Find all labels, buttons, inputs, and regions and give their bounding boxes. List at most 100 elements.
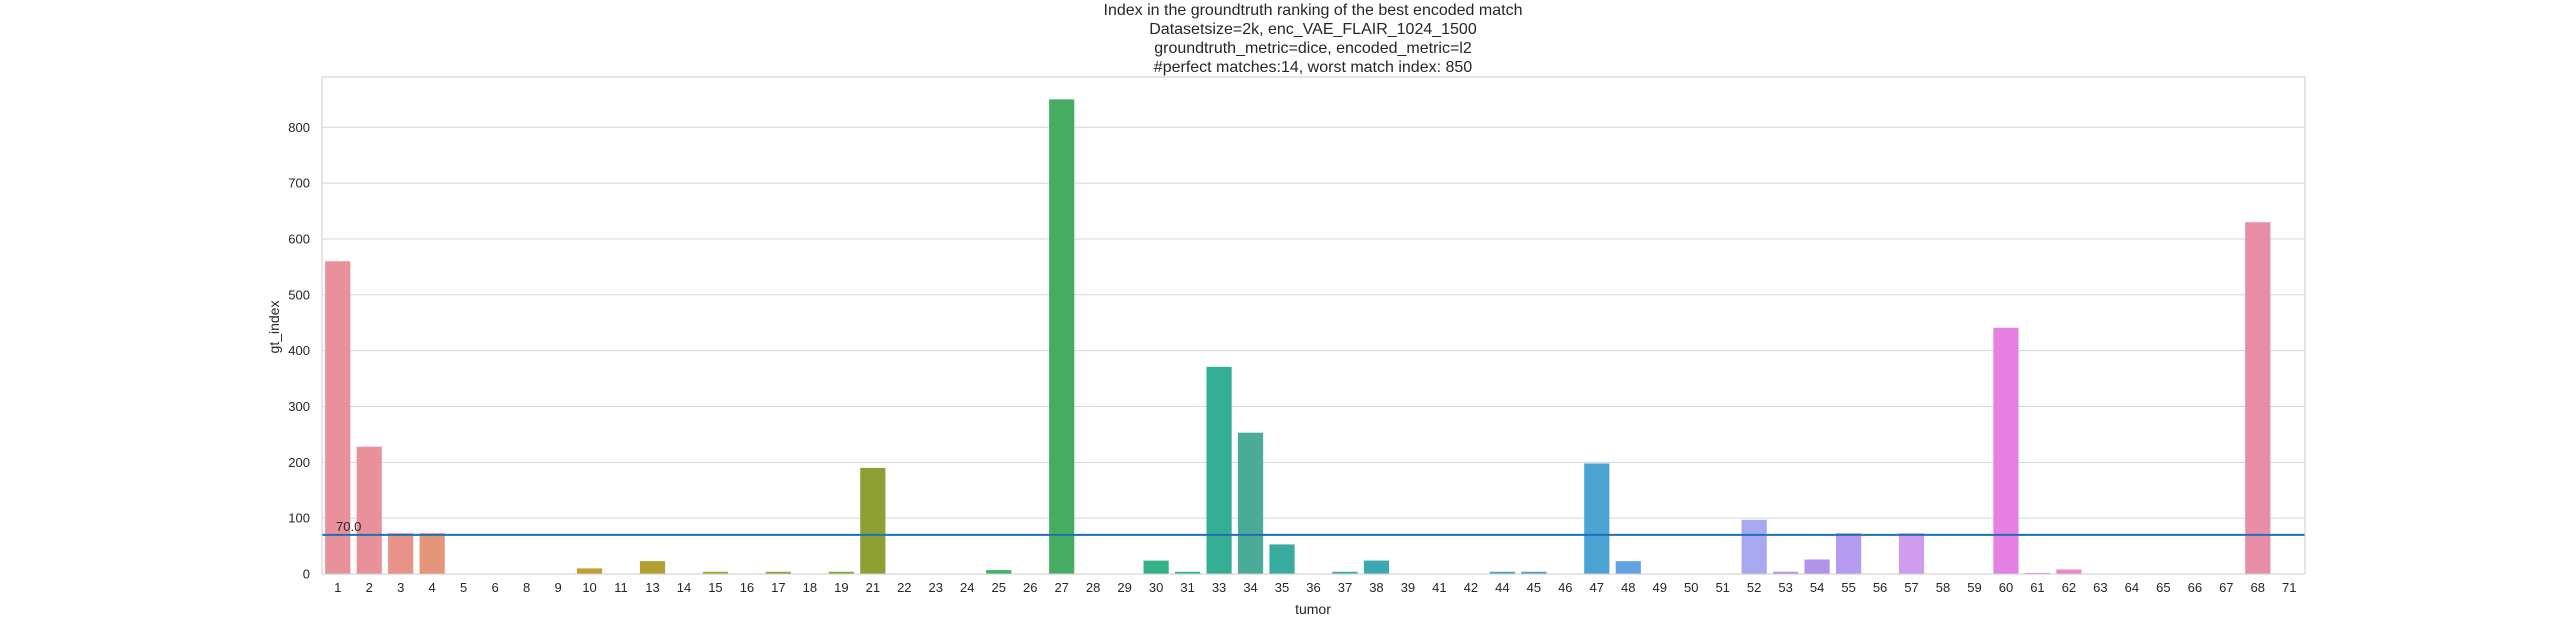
x-tick-label: 58 [1936,580,1950,595]
bar-tumor-57 [1898,533,1925,574]
title-line-3: groundtruth_metric=dice, encoded_metric=… [1154,40,1472,57]
bar-tumor-38 [1363,560,1390,574]
bar-tumor-54 [1804,559,1830,574]
x-tick-label: 24 [960,580,974,595]
bar-tumor-35 [1269,544,1295,574]
x-tick-label: 48 [1621,580,1635,595]
bar-tumor-44 [1489,571,1515,574]
x-tick-label: 55 [1841,580,1855,595]
x-tick-label: 52 [1747,580,1761,595]
x-tick-label: 38 [1369,580,1383,595]
reference-line-label: 70.0 [336,519,361,534]
x-tick-label: 54 [1810,580,1824,595]
y-tick-label: 600 [288,231,310,246]
bar-tumor-33 [1206,366,1232,574]
x-tick-label: 59 [1967,580,1981,595]
bar-tumor-60 [1993,327,2019,574]
chart-title: Index in the groundtruth ranking of the … [1104,2,1523,76]
x-tick-label: 41 [1432,580,1446,595]
bar-tumor-21 [860,467,886,574]
y-tick-label: 700 [288,176,310,191]
bar-tumor-52 [1741,519,1767,574]
x-tick-label: 37 [1338,580,1352,595]
x-tick-label: 29 [1117,580,1131,595]
x-tick-label: 22 [897,580,911,595]
x-tick-label: 23 [929,580,943,595]
x-tick-label: 5 [460,580,467,595]
x-tick-label: 33 [1212,580,1226,595]
bar-tumor-25 [986,570,1012,574]
x-tick-label: 9 [554,580,561,595]
bar-tumor-45 [1521,571,1547,574]
x-tick-label: 35 [1275,580,1289,595]
x-axis-label: tumor [1295,601,1331,617]
y-tick-labels: 0 100 200 300 400 500 600 700 800 [288,120,310,582]
x-tick-label: 46 [1558,580,1572,595]
y-axis-label: gt_index [266,301,282,354]
x-tick-label: 30 [1149,580,1163,595]
x-tick-label: 62 [2062,580,2076,595]
x-tick-label: 67 [2219,580,2233,595]
x-tick-label: 51 [1715,580,1729,595]
x-tick-label: 28 [1086,580,1100,595]
plot-frame [321,76,2306,575]
x-tick-label: 50 [1684,580,1698,595]
bar-tumor-47 [1584,463,1610,574]
y-tick-label: 0 [303,567,310,582]
title-line-2: Datasetsize=2k, enc_VAE_FLAIR_1024_1500 [1149,21,1477,38]
bar-tumor-31 [1175,571,1201,574]
x-tick-label: 31 [1180,580,1194,595]
x-tick-label: 60 [1999,580,2013,595]
y-tick-label: 300 [288,399,310,414]
x-tick-label: 53 [1778,580,1792,595]
y-tick-label: 200 [288,455,310,470]
x-tick-label: 6 [492,580,499,595]
x-tick-label: 11 [614,580,628,595]
bar-tumor-1 [325,261,351,574]
bar-tumor-55 [1836,533,1862,574]
x-tick-label: 19 [834,580,848,595]
x-tick-label: 61 [2030,580,2044,595]
bar-tumor-27 [1049,99,1075,574]
x-tick-label: 39 [1401,580,1415,595]
title-line-1: Index in the groundtruth ranking of the … [1104,2,1523,19]
x-tick-label: 18 [803,580,817,595]
x-tick-label: 17 [771,580,785,595]
bars [325,99,2271,574]
y-tick-label: 100 [288,511,310,526]
x-tick-label: 2 [366,580,373,595]
x-tick-label: 25 [992,580,1006,595]
x-tick-label: 44 [1495,580,1509,595]
x-tick-label: 34 [1243,580,1257,595]
bar-tumor-34 [1237,432,1264,574]
bar-tumor-3 [388,533,414,574]
reference-line-group: 70.0 [322,519,2305,536]
bar-tumor-62 [2056,569,2082,574]
x-tick-label: 45 [1527,580,1541,595]
bar-tumor-10 [576,568,603,574]
bar-tumor-30 [1143,560,1169,574]
x-tick-label: 13 [645,580,659,595]
x-tick-label: 14 [677,580,691,595]
bar-tumor-53 [1773,571,1799,574]
x-tick-label: 26 [1023,580,1037,595]
x-tick-label: 15 [708,580,722,595]
x-tick-label: 56 [1873,580,1887,595]
x-tick-label: 10 [582,580,596,595]
x-tick-label: 42 [1464,580,1478,595]
x-tick-label: 66 [2188,580,2202,595]
x-tick-label: 21 [866,580,880,595]
x-tick-label: 64 [2125,580,2139,595]
title-line-4: #perfect matches:14, worst match index: … [1154,59,1472,76]
x-tick-label: 8 [523,580,530,595]
x-tick-label: 16 [740,580,754,595]
x-tick-label: 57 [1904,580,1918,595]
x-tick-label: 27 [1054,580,1068,595]
bar-tumor-4 [419,533,445,574]
y-tick-label: 400 [288,343,310,358]
bar-tumor-48 [1615,561,1641,574]
bar-tumor-2 [356,446,382,574]
gridlines [322,126,2305,575]
x-tick-label: 49 [1653,580,1667,595]
